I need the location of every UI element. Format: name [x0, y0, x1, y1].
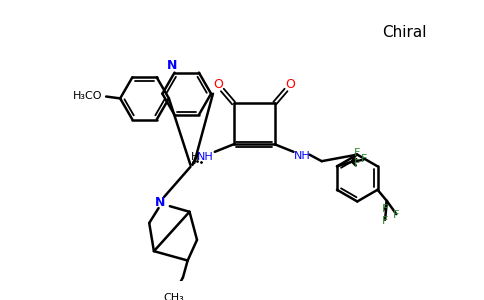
Text: F: F	[382, 216, 388, 226]
Text: F: F	[382, 204, 388, 214]
Text: CH₃: CH₃	[163, 293, 184, 300]
Text: F: F	[361, 154, 367, 164]
Text: NH: NH	[197, 152, 214, 161]
Text: H: H	[191, 152, 199, 161]
Text: O: O	[285, 78, 295, 91]
Text: O: O	[213, 78, 224, 91]
Text: Chiral: Chiral	[382, 25, 426, 40]
Text: F: F	[393, 210, 399, 220]
Text: N: N	[155, 196, 166, 209]
Text: NH: NH	[294, 151, 310, 160]
Text: N: N	[166, 58, 177, 72]
Text: H₃CO: H₃CO	[73, 91, 102, 100]
Text: F: F	[353, 148, 360, 158]
Text: F: F	[353, 160, 360, 170]
